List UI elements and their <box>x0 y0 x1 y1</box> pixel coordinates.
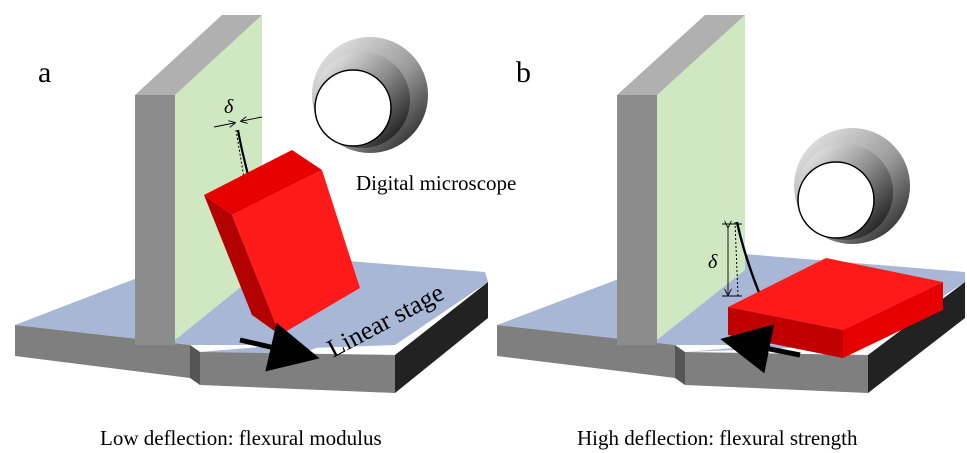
stage-arrow-b <box>720 324 801 374</box>
b-specimen-undeflected-dotted <box>734 221 739 297</box>
microscope-a-lens <box>314 69 392 147</box>
b-base-gap <box>675 345 685 385</box>
panel-a-letter: a <box>38 56 51 89</box>
base-fixed-front <box>15 325 190 378</box>
panel-a-caption: Low deflection: flexural modulus <box>100 426 382 450</box>
b-wall-front-edge <box>617 95 657 345</box>
wall-top <box>135 15 262 95</box>
b-specimen-deflected <box>735 221 762 296</box>
linear-stage-front <box>200 352 395 393</box>
panel-b-letter: b <box>516 56 531 89</box>
panel-b: δ b High deflection: flexural strength <box>497 15 965 450</box>
specimen-deflected <box>236 129 250 176</box>
delta-label-a: δ <box>224 96 234 118</box>
panel-a: δ Linear stage Digital microscope a Low … <box>15 15 516 450</box>
wall-front-edge <box>135 95 175 345</box>
digital-microscope-a <box>312 37 428 153</box>
red-block-b-top <box>728 258 943 330</box>
digital-microscope-b <box>794 128 910 244</box>
linear-stage-slab-top <box>200 272 488 352</box>
base-gap <box>190 345 200 385</box>
b-wall-face <box>657 15 745 340</box>
specimen-undeflected-dotted <box>235 129 245 179</box>
delta-arrow-right <box>242 117 263 121</box>
b-wall-top <box>617 15 745 95</box>
delta-label-b: δ <box>708 251 718 273</box>
red-block-a-front <box>232 170 360 335</box>
red-block-b-side <box>843 282 943 358</box>
b-base-fixed-front <box>497 325 675 378</box>
red-block-a-side <box>204 195 280 335</box>
red-block-b <box>728 258 943 358</box>
delta-arrow-left <box>213 123 234 127</box>
digital-microscope-label: Digital microscope <box>356 171 516 195</box>
stage-arrow-a <box>239 322 320 372</box>
red-block-a <box>204 150 360 335</box>
linear-stage-side <box>395 282 488 393</box>
red-block-a-top <box>204 150 322 215</box>
b-linear-stage-front <box>685 352 868 393</box>
microscope-b-lens <box>797 161 875 239</box>
panel-b-caption: High deflection: flexural strength <box>577 426 858 450</box>
red-block-b-front <box>728 307 843 358</box>
